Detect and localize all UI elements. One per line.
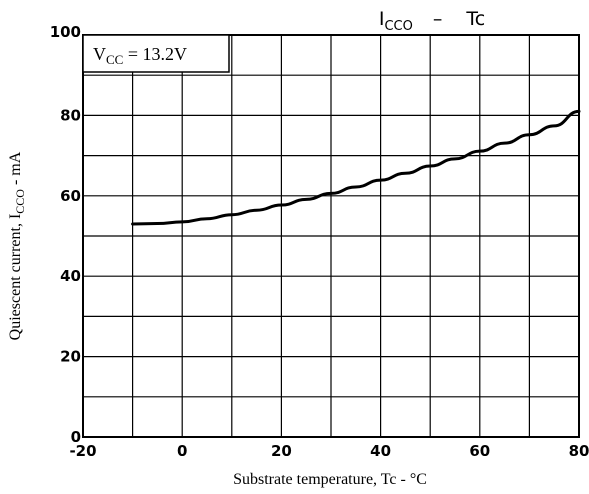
annotation-box: [82, 34, 230, 73]
y-tick-labels: 0 20 40 60 80 100: [50, 23, 81, 446]
annotation-label: VCC = 13.2V: [93, 44, 187, 67]
x-tick-label: 80: [569, 442, 589, 460]
grid: [83, 35, 579, 437]
plot-frame: [82, 34, 580, 438]
series-group: [131, 109, 581, 226]
chart-title: ICCO – Tc: [379, 8, 485, 34]
y-tick-label: 0: [71, 428, 81, 446]
x-tick-label: 0: [177, 442, 187, 460]
y-tick-label: 60: [60, 187, 81, 205]
x-axis-title: Substrate temperature, Tc - °C: [233, 471, 427, 488]
x-tick-label: 20: [271, 442, 292, 460]
y-tick-label: 40: [60, 267, 81, 285]
x-tick-label: 40: [370, 442, 391, 460]
x-tick-label: 60: [469, 442, 490, 460]
x-tick-labels: -20 0 20 40 60 80: [69, 442, 589, 460]
y-tick-label: 80: [60, 106, 81, 124]
series-line: [131, 109, 581, 226]
y-axis-title: Quiescent current, ICCO - mA: [7, 151, 27, 340]
y-tick-label: 100: [50, 23, 81, 41]
plot-border: [82, 34, 580, 438]
y-tick-label: 20: [60, 348, 81, 366]
x-tick-label: -20: [69, 442, 96, 460]
